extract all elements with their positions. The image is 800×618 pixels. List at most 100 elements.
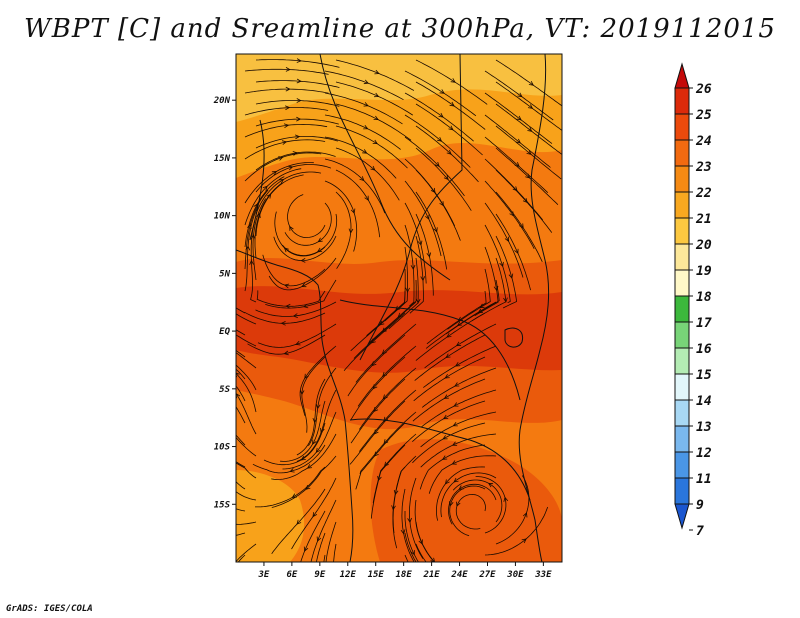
streamline-arrow: [292, 313, 298, 318]
colorbar-swatch: [674, 321, 690, 349]
streamline-arrow: [442, 435, 448, 440]
streamline: [355, 323, 417, 383]
streamline: [244, 139, 326, 160]
colorbar: 26 25 24 23 22 21 20 19 18 17 16 15 14 13 12 11 9 7: [674, 62, 712, 539]
streamline: [392, 466, 406, 549]
streamline: [421, 389, 497, 428]
streamline: [447, 268, 491, 330]
colorbar-swatch: [674, 113, 690, 141]
streamline: [495, 125, 562, 180]
colorbar-swatch: [674, 347, 690, 375]
streamline-arrow: [395, 305, 401, 311]
streamline-arrow: [441, 455, 448, 460]
streamline: [236, 334, 257, 347]
streamline: [244, 152, 322, 182]
streamline-arrow: [527, 104, 534, 109]
streamline: [343, 312, 406, 372]
streamline: [255, 164, 332, 193]
streamline-arrow: [283, 350, 289, 356]
streamline: [255, 174, 304, 237]
streamline-arrow: [384, 461, 389, 467]
streamline: [287, 194, 326, 239]
streamline-arrow: [300, 455, 306, 461]
streamline: [409, 477, 424, 559]
streamline-arrow: [372, 384, 378, 390]
map-frame: [235, 53, 563, 563]
colorbar-swatch: [674, 477, 690, 505]
streamline: [300, 510, 326, 562]
colorbar-swatch: [674, 87, 690, 115]
streamline-arrow: [372, 139, 378, 145]
streamline-arrow: [456, 501, 461, 507]
streamline: [236, 491, 257, 501]
streamline: [236, 405, 246, 424]
streamline: [244, 168, 302, 226]
streamline: [415, 543, 427, 562]
streamline-arrow: [444, 479, 450, 485]
streamline-arrow: [405, 287, 410, 293]
streamline: [301, 356, 326, 433]
y-tick-label: 15N: [214, 154, 231, 164]
streamline-arrow: [381, 327, 387, 333]
streamline-arrow: [528, 81, 535, 86]
streamline-arrow: [451, 441, 458, 446]
streamline-arrow: [479, 303, 485, 309]
streamline-arrow: [437, 136, 443, 142]
streamline: [388, 257, 419, 330]
streamline: [324, 136, 397, 179]
x-tick-label: 30E: [506, 570, 524, 580]
y-axis: 20N 15N 10N 5N EQ 5S 10S 15S: [213, 96, 236, 510]
streamline-arrow: [379, 320, 385, 326]
streamline: [415, 125, 479, 183]
streamline-arrow: [420, 276, 426, 282]
streamline: [265, 279, 337, 309]
wbpt-band-20: [236, 54, 562, 122]
streamline: [236, 349, 246, 358]
streamline: [236, 372, 257, 413]
streamline-arrow: [449, 101, 455, 107]
coastlines: [236, 54, 550, 562]
streamline: [255, 136, 338, 149]
streamline: [484, 224, 511, 304]
streamline-arrow: [312, 417, 318, 424]
streamline-arrow: [426, 252, 432, 258]
streamline: [347, 334, 406, 397]
streamline-arrow: [289, 225, 294, 231]
streamline: [415, 169, 461, 241]
streamline: [415, 213, 434, 296]
coastline-east-africa: [518, 54, 550, 562]
streamline-arrow: [285, 67, 291, 72]
streamline: [236, 364, 257, 391]
colorbar-label: 7: [696, 524, 704, 539]
streamline: [256, 290, 326, 307]
border-2: [359, 54, 463, 361]
colorbar-swatch: [674, 191, 690, 219]
streamline: [350, 356, 406, 421]
streamline-arrow: [283, 283, 290, 289]
streamline-arrow: [453, 402, 459, 407]
wbpt-band-21-southwest: [236, 470, 305, 562]
streamline: [370, 444, 406, 519]
streamline-arrow: [373, 115, 379, 120]
streamline: [268, 257, 337, 291]
streamline: [325, 521, 337, 562]
streamline-arrow: [445, 353, 451, 358]
streamline: [236, 532, 246, 536]
x-tick-label: 3E: [258, 570, 270, 580]
y-tick-label: 20N: [213, 96, 231, 106]
y-tick-label: 15S: [214, 500, 231, 510]
streamline-arrow: [350, 208, 356, 214]
colorbar-label: 14: [696, 394, 712, 409]
colorbar-top-arrow: [674, 62, 690, 89]
streamline: [425, 301, 497, 349]
streamline: [495, 169, 553, 233]
x-axis: 3E 6E 9E 12E 15E 18E 21E 24E 27E 30E 33E: [258, 562, 552, 580]
streamline: [455, 493, 486, 530]
streamline-arrow: [295, 340, 301, 346]
streamline: [255, 100, 340, 107]
streamline-arrow: [377, 475, 382, 482]
colorbar-swatch: [674, 373, 690, 401]
streamline-arrow: [300, 258, 306, 263]
streamline-arrow: [362, 149, 368, 154]
streamline: [236, 461, 246, 468]
